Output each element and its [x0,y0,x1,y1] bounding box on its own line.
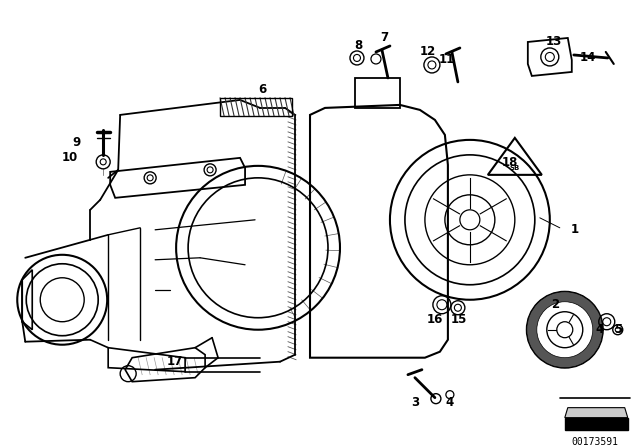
Text: 6: 6 [258,83,266,96]
Text: 9: 9 [72,136,81,149]
Text: 1: 1 [571,223,579,236]
Text: 4: 4 [446,396,454,409]
Text: 7: 7 [380,31,388,44]
Bar [220,98,292,116]
Text: SB: SB [509,165,520,171]
Wedge shape [527,292,603,368]
Text: 15: 15 [451,313,467,326]
Text: 2: 2 [551,298,559,311]
Polygon shape [564,418,628,430]
Text: 13: 13 [546,35,562,48]
Text: 5: 5 [614,323,622,336]
Text: 18: 18 [502,156,518,169]
Text: 14: 14 [580,52,596,65]
Text: 3: 3 [411,396,419,409]
Text: 17: 17 [167,355,183,368]
Text: 10: 10 [62,151,78,164]
Text: 4: 4 [596,323,604,336]
Text: 11: 11 [439,53,455,66]
Text: 12: 12 [420,45,436,58]
Text: 8: 8 [354,39,362,52]
Polygon shape [564,408,628,418]
Text: 00173591: 00173591 [572,437,618,447]
Text: 16: 16 [427,313,443,326]
